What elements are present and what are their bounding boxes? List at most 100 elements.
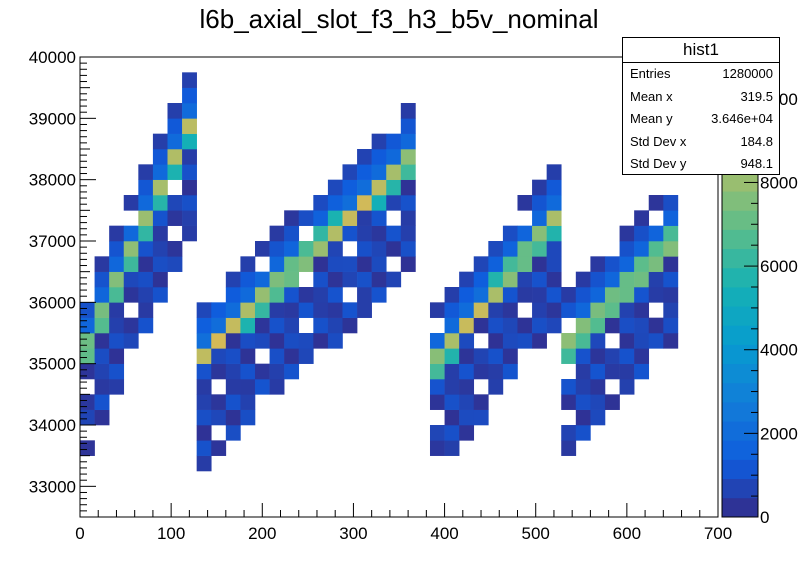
heatmap-cell: [459, 409, 475, 426]
heatmap-cell: [123, 333, 139, 349]
palette-swatch: [722, 287, 758, 307]
heatmap-cell: [284, 256, 300, 272]
heatmap-cell: [152, 241, 168, 257]
y-tick-label: 35000: [29, 355, 76, 374]
heatmap-cell: [648, 287, 664, 303]
heatmap-cell: [634, 210, 650, 226]
palette-swatch: [722, 325, 758, 345]
heatmap-cell: [459, 379, 475, 395]
heatmap-cell: [400, 179, 416, 196]
heatmap-cell: [94, 363, 110, 380]
heatmap-cell: [284, 348, 300, 364]
heatmap-cell: [546, 287, 562, 303]
stats-value: 319.5: [740, 88, 773, 104]
heatmap-cell: [590, 333, 606, 349]
heatmap-cell: [619, 241, 635, 257]
heatmap-cell: [459, 425, 475, 441]
palette-swatch: [722, 248, 758, 269]
heatmap-cell: [532, 241, 547, 257]
palette-swatch: [722, 306, 758, 326]
heatmap-cell: [109, 256, 125, 272]
heatmap-cell: [561, 302, 577, 318]
heatmap-cell: [327, 287, 343, 303]
palette-tick-label: 0: [760, 508, 769, 527]
heatmap-cell: [109, 333, 125, 349]
heatmap-cell: [575, 271, 591, 288]
heatmap-cell: [152, 195, 168, 211]
heatmap-cell: [80, 317, 95, 334]
heatmap-cell: [240, 348, 256, 364]
heatmap-cell: [298, 333, 314, 349]
heatmap-cell: [225, 363, 241, 380]
heatmap-cell: [80, 333, 95, 349]
heatmap-cell: [313, 317, 329, 334]
heatmap-cell: [269, 302, 285, 318]
palette-swatch: [722, 382, 758, 403]
heatmap-cell: [138, 164, 154, 180]
heatmap-cell: [182, 179, 197, 196]
heatmap-cell: [313, 210, 329, 226]
heatmap-cell: [269, 256, 285, 272]
heatmap-cell: [604, 394, 620, 410]
heatmap-cell: [459, 394, 475, 410]
heatmap-cell: [604, 317, 620, 334]
heatmap-cell: [488, 379, 504, 395]
heatmap-cell: [546, 179, 562, 196]
heatmap-cell: [240, 409, 256, 426]
heatmap-cell: [488, 256, 504, 272]
heatmap-cell: [429, 440, 445, 456]
heatmap-cell: [590, 271, 606, 288]
heatmap-cell: [634, 302, 650, 318]
heatmap-cell: [400, 225, 416, 242]
heatmap-cell: [327, 302, 343, 318]
heatmap-cell: [138, 241, 154, 257]
stats-label: Entries: [630, 66, 671, 81]
heatmap-cell: [488, 302, 504, 318]
heatmap-cell: [400, 149, 416, 165]
heatmap-cell: [371, 256, 387, 272]
heatmap-cell: [298, 348, 314, 364]
heatmap-cell: [604, 271, 620, 288]
heatmap-cell: [225, 302, 241, 318]
x-tick-label: 0: [75, 524, 84, 543]
heatmap-cell: [254, 271, 270, 288]
heatmap-cell: [240, 271, 256, 288]
heatmap-cell: [532, 333, 547, 349]
palette-swatch: [722, 459, 758, 480]
heatmap-cell: [313, 225, 329, 242]
heatmap-cell: [196, 425, 212, 441]
stats-row-stddev-x: Std Dev x 184.8: [623, 131, 779, 154]
heatmap-cell: [386, 195, 402, 211]
palette-swatch: [722, 421, 758, 441]
heatmap-cell: [284, 225, 300, 242]
palette-tick-label: 2000: [760, 424, 798, 443]
heatmap-cell: [211, 333, 227, 349]
stats-title: hist1: [623, 38, 779, 63]
heatmap-cell: [196, 363, 212, 380]
heatmap-cell: [444, 317, 460, 334]
heatmap-cell: [225, 271, 241, 288]
heatmap-cell: [400, 241, 416, 257]
heatmap-cell: [590, 348, 606, 364]
heatmap-cell: [182, 195, 197, 211]
heatmap-cell: [663, 317, 679, 334]
palette-swatch: [722, 229, 758, 250]
heatmap-cell: [357, 195, 372, 211]
heatmap-cell: [561, 348, 577, 364]
heatmap-cell: [444, 348, 460, 364]
heatmap-cell: [619, 363, 635, 380]
heatmap-cell: [473, 394, 489, 410]
heatmap-cell: [357, 149, 372, 165]
heatmap-cell: [429, 333, 445, 349]
heatmap-cell: [109, 271, 125, 288]
heatmap-cell: [284, 363, 300, 380]
heatmap-cell: [167, 164, 183, 180]
heatmap-cell: [400, 118, 416, 134]
heatmap-cell: [488, 241, 504, 257]
heatmap-cell: [575, 409, 591, 426]
heatmap-cell: [313, 302, 329, 318]
heatmap-cell: [561, 287, 577, 303]
heatmap-cell: [357, 256, 372, 272]
heatmap-cell: [444, 379, 460, 395]
heatmap-cell: [196, 317, 212, 334]
